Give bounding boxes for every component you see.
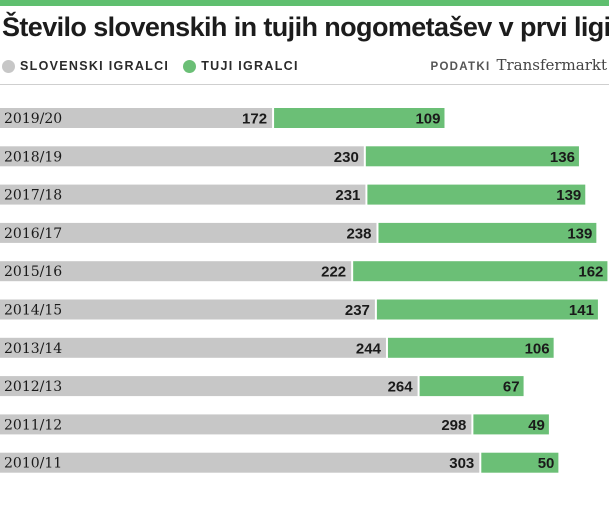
bar-slovenian-2012/13 <box>0 376 418 397</box>
bar-foreign-2017/18 <box>367 184 586 205</box>
category-label: 2016/17 <box>4 226 62 242</box>
legend: SLOVENSKI IGRALCI TUJI IGRALCI <box>2 58 313 74</box>
bar-foreign-2013/14 <box>387 337 554 358</box>
value-label-slovenian: 238 <box>346 225 371 242</box>
bar-slovenian-2011/12 <box>0 414 472 435</box>
value-label-foreign: 109 <box>415 111 440 128</box>
value-label-slovenian: 230 <box>334 149 359 166</box>
bar-slovenian-2018/19 <box>0 146 364 167</box>
bar-slovenian-2013/14 <box>0 337 386 358</box>
bar-slovenian-2010/11 <box>0 452 480 473</box>
value-label-foreign: 136 <box>550 149 575 166</box>
value-label-foreign: 139 <box>567 225 592 242</box>
value-label-foreign: 50 <box>538 455 555 472</box>
legend-item-foreign: TUJI IGRALCI <box>183 59 299 73</box>
bar-slovenian-2015/16 <box>0 261 352 282</box>
value-label-foreign: 67 <box>503 379 520 396</box>
bar-foreign-2014/15 <box>376 299 598 320</box>
value-label-foreign: 141 <box>569 302 594 319</box>
value-label-slovenian: 237 <box>345 302 370 319</box>
legend-item-slovenian: SLOVENSKI IGRALCI <box>2 59 169 73</box>
source-credit: PODATKI Transfermarkt <box>430 56 607 74</box>
value-label-foreign: 49 <box>528 417 545 434</box>
category-label: 2015/16 <box>4 264 62 280</box>
value-label-foreign: 162 <box>578 264 603 281</box>
bar-slovenian-2016/17 <box>0 222 377 243</box>
category-label: 2019/20 <box>4 111 62 127</box>
bar-foreign-2010/11 <box>481 452 559 473</box>
bar-foreign-2018/19 <box>365 146 579 167</box>
value-label-slovenian: 298 <box>441 417 466 434</box>
bar-slovenian-2019/20 <box>0 108 273 128</box>
bar-slovenian-2014/15 <box>0 299 375 320</box>
bar-foreign-2012/13 <box>419 376 524 397</box>
value-label-slovenian: 264 <box>388 379 414 396</box>
value-label-slovenian: 222 <box>321 264 346 281</box>
category-label: 2017/18 <box>4 188 62 204</box>
legend-dot-foreign <box>183 59 197 73</box>
category-label: 2010/11 <box>4 456 62 472</box>
value-label-slovenian: 303 <box>449 455 474 472</box>
category-label: 2011/12 <box>4 417 62 433</box>
legend-label-slovenian: SLOVENSKI IGRALCI <box>20 59 170 73</box>
source-label: PODATKI <box>430 61 491 73</box>
chart-title: Število slovenskih in tujih nogometašev … <box>2 12 609 42</box>
source-name: Transfermarkt <box>496 56 607 74</box>
value-label-foreign: 139 <box>556 187 581 204</box>
top-accent-rule <box>0 0 609 6</box>
category-label: 2012/13 <box>4 379 62 395</box>
bar-foreign-2011/12 <box>473 414 549 435</box>
value-label-slovenian: 172 <box>242 111 267 128</box>
value-label-foreign: 106 <box>525 340 550 357</box>
value-label-slovenian: 244 <box>356 340 382 357</box>
header-divider <box>0 84 609 85</box>
bar-foreign-2015/16 <box>353 261 608 282</box>
bar-foreign-2019/20 <box>274 108 445 128</box>
category-label: 2014/15 <box>4 303 62 319</box>
bar-foreign-2016/17 <box>378 222 597 243</box>
legend-label-foreign: TUJI IGRALCI <box>201 59 299 73</box>
legend-dot-slovenian <box>2 59 15 73</box>
value-label-slovenian: 231 <box>335 187 360 204</box>
bar-slovenian-2017/18 <box>0 184 366 205</box>
category-label: 2013/14 <box>4 341 62 357</box>
category-label: 2018/19 <box>4 149 62 165</box>
